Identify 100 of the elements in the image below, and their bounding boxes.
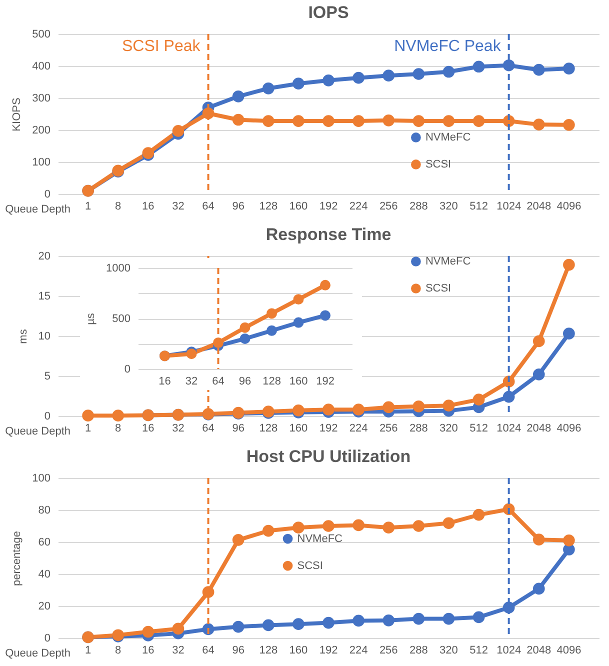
y-tick-label: 0 (44, 410, 50, 422)
x-tick-label: 32 (172, 422, 184, 434)
y-tick-label: 80 (38, 504, 50, 516)
point (472, 115, 485, 127)
x-tick-label: 1024 (496, 644, 522, 656)
ref-line-label: SCSI Peak (122, 38, 202, 55)
point (232, 534, 244, 546)
x-tick-label: 512 (470, 200, 488, 212)
x-tick-label: 160 (289, 376, 308, 388)
point (532, 118, 545, 130)
x-tick-label: 64 (212, 376, 224, 388)
y-axis-title: ms (17, 328, 30, 344)
y-tick-label: 0 (44, 188, 50, 200)
point (320, 280, 330, 290)
x-tick-label: 192 (316, 376, 334, 388)
point (232, 620, 244, 633)
point (382, 522, 395, 534)
point (412, 400, 425, 412)
x-tick-label: 1 (84, 200, 92, 212)
point (532, 368, 545, 380)
x-tick-label: 32 (172, 644, 184, 656)
point (172, 622, 184, 635)
point (352, 115, 364, 127)
point (442, 517, 455, 530)
x-tick-label: 128 (262, 376, 281, 388)
point (262, 115, 274, 127)
x-tick-label: 160 (289, 422, 308, 434)
point (172, 125, 184, 137)
point (532, 582, 545, 595)
y-tick-label: 5 (44, 370, 50, 382)
y-tick-label: 1000 (106, 262, 130, 274)
point (320, 310, 330, 321)
x-tick-label: 1 (84, 422, 92, 434)
x-tick-label: 256 (379, 200, 398, 212)
x-tick-label: 96 (238, 376, 252, 388)
x-tick-label: 96 (232, 200, 244, 212)
y-tick-label: 0 (124, 364, 130, 376)
x-tick-label: 16 (142, 644, 154, 656)
x-tick-label: 4096 (556, 644, 582, 656)
point (442, 400, 455, 412)
x-tick-label: 128 (259, 422, 278, 434)
point (292, 618, 304, 630)
point (322, 616, 334, 629)
point (472, 611, 485, 624)
x-tick-label: 320 (440, 422, 458, 434)
x-tick-label: 1024 (496, 200, 522, 212)
y-axis-title: µs (85, 312, 98, 325)
x-tick-label: 192 (319, 200, 338, 212)
y-tick-label: 10 (38, 330, 50, 342)
x-tick-label: 128 (259, 200, 278, 212)
point (266, 308, 277, 319)
point (266, 325, 277, 336)
x-tick-label: 16 (142, 422, 154, 434)
x-tick-label: 2048 (526, 422, 552, 434)
legend-label: SCSI (297, 560, 323, 572)
x-tick-label: 8 (115, 200, 122, 212)
y-tick-label: 500 (112, 313, 130, 325)
x-tick-label: 224 (349, 644, 368, 656)
y-tick-label: 100 (32, 472, 50, 484)
point (563, 118, 575, 131)
x-tick-label: 2048 (526, 200, 552, 212)
point (232, 90, 244, 102)
point (232, 114, 244, 126)
point (442, 612, 455, 625)
x-tick-label: 512 (470, 422, 488, 434)
point (293, 294, 304, 305)
point (532, 335, 545, 348)
point (532, 64, 545, 76)
point (382, 401, 395, 414)
x-tick-label: 224 (349, 422, 368, 434)
x-axis-title: Queue Depth (5, 426, 70, 438)
point (563, 62, 575, 74)
point (472, 60, 485, 73)
chart-title: Host CPU Utilization (246, 447, 411, 466)
point (82, 410, 94, 422)
point (293, 317, 304, 328)
legend-label: SCSI (425, 282, 452, 294)
point (412, 520, 425, 532)
point (472, 508, 485, 521)
x-tick-label: 192 (319, 644, 338, 656)
y-tick-label: 40 (38, 568, 50, 580)
point (262, 524, 274, 537)
x-tick-label: 256 (379, 422, 398, 434)
y-tick-label: 400 (32, 60, 50, 72)
x-tick-label: 64 (202, 200, 214, 212)
chart-title: IOPS (308, 3, 349, 22)
legend-label: NVMeFC (297, 532, 343, 545)
chart-title: Response Time (266, 225, 392, 244)
point (262, 82, 274, 94)
x-tick-label: 320 (440, 644, 458, 656)
x-tick-label: 16 (142, 200, 154, 212)
point (142, 626, 154, 638)
x-tick-label: 160 (289, 644, 308, 656)
point (412, 115, 425, 127)
point (352, 614, 364, 627)
y-axis-title: KIOPS (11, 98, 24, 132)
x-tick-label: 256 (379, 644, 398, 656)
x-tick-label: 224 (349, 200, 368, 212)
point (412, 68, 425, 80)
x-tick-label: 8 (115, 644, 122, 656)
